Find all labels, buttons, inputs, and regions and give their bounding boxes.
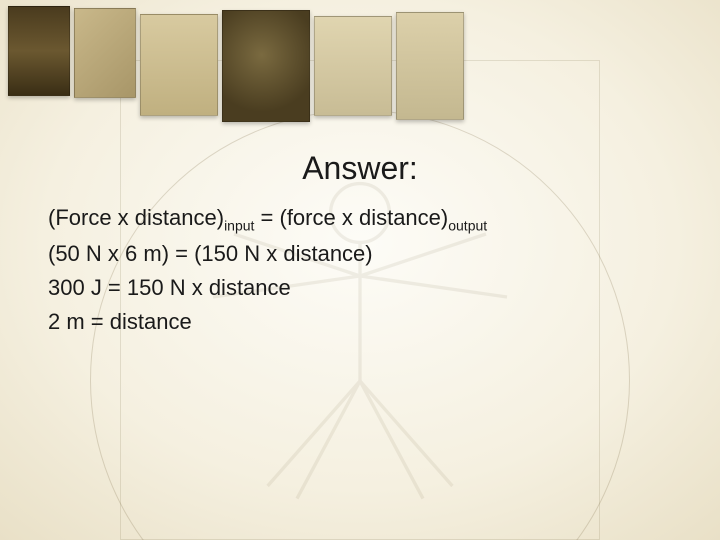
l1-mid: = (force x distance): [254, 205, 448, 230]
thumb-fetus-study: [222, 10, 310, 122]
equation-line-4: 2 m = distance: [48, 305, 672, 339]
thumb-skeleton-study: [396, 12, 464, 120]
l1-pre: (Force x distance): [48, 205, 224, 230]
l1-sub-output: output: [448, 217, 487, 233]
thumb-vitruvian: [140, 14, 218, 116]
equation-line-1: (Force x distance)input = (force x dista…: [48, 201, 672, 237]
slide-title: Answer:: [48, 150, 672, 187]
header-thumbnail-strip: [0, 0, 472, 128]
thumb-self-portrait: [74, 8, 136, 98]
thumb-mona-lisa: [8, 6, 70, 96]
equation-line-3: 300 J = 150 N x distance: [48, 271, 672, 305]
slide-content: Answer: (Force x distance)input = (force…: [0, 150, 720, 339]
l1-sub-input: input: [224, 217, 254, 233]
thumb-skull-study: [314, 16, 392, 116]
equation-line-2: (50 N x 6 m) = (150 N x distance): [48, 237, 672, 271]
